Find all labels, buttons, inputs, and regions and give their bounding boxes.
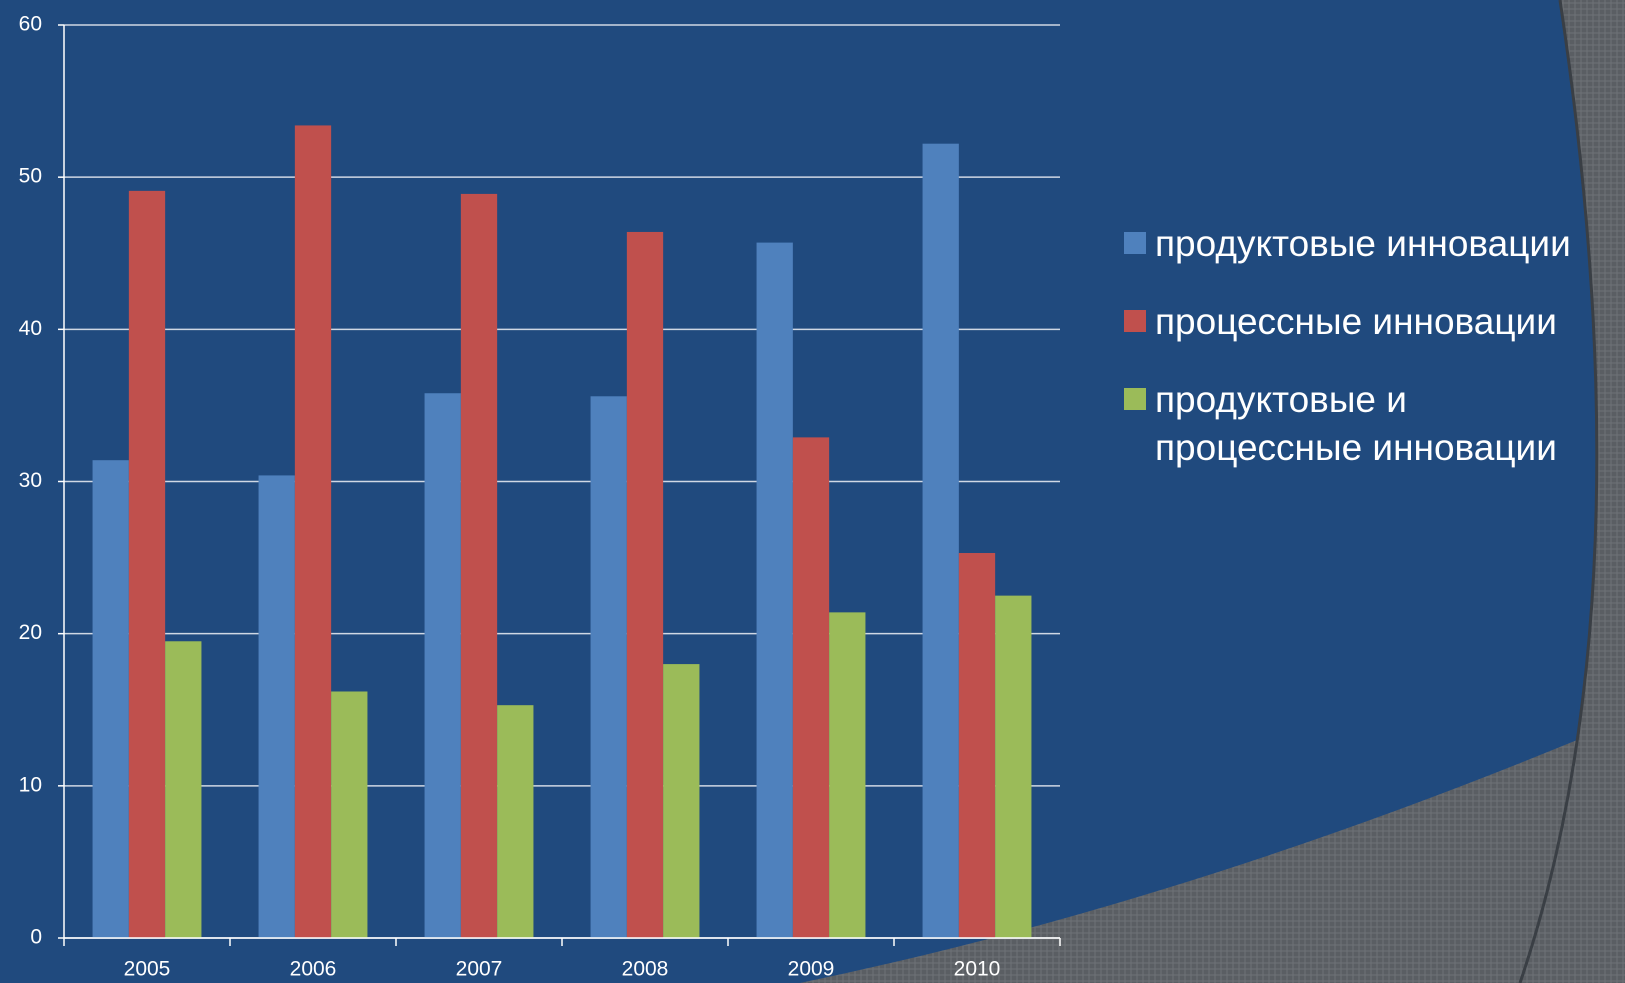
x-tick-label: 2010	[954, 958, 1001, 981]
bar	[92, 460, 129, 938]
bar	[756, 242, 793, 938]
decor-bottom	[800, 720, 1625, 983]
bar	[258, 475, 295, 938]
y-tick-label: 40	[19, 317, 42, 340]
x-tick-label: 2008	[622, 958, 669, 981]
bar	[792, 437, 830, 938]
bar	[497, 705, 534, 938]
bar	[460, 193, 498, 938]
legend-swatch	[1124, 388, 1146, 410]
y-tick-label: 30	[19, 469, 42, 492]
bar	[128, 190, 166, 938]
bar	[922, 143, 959, 938]
y-tick-label: 10	[19, 773, 42, 796]
bar	[663, 664, 700, 938]
y-tick-label: 60	[19, 13, 42, 36]
x-tick-label: 2007	[456, 958, 503, 981]
x-tick-label: 2005	[124, 958, 171, 981]
bar	[995, 595, 1032, 938]
legend-label: продуктовые и процессные инновации	[1155, 379, 1557, 468]
bar	[424, 393, 461, 938]
legend-item: продуктовые и процессные инновации	[1124, 376, 1604, 472]
x-tick-label: 2009	[788, 958, 835, 981]
legend-label: процессные инновации	[1155, 301, 1557, 342]
bar	[626, 231, 664, 939]
x-tick-label: 2006	[290, 958, 337, 981]
bar	[331, 691, 368, 938]
y-tick-label: 0	[30, 926, 42, 949]
legend-label: продуктовые инновации	[1155, 223, 1571, 264]
legend-item: продуктовые инновации	[1124, 220, 1604, 268]
bar	[829, 612, 866, 938]
legend-swatch	[1124, 310, 1146, 332]
y-tick-label: 20	[19, 621, 42, 644]
decor-arc	[1518, 0, 1599, 983]
legend-swatch	[1124, 232, 1146, 254]
bar	[958, 553, 996, 938]
bar	[165, 641, 202, 938]
y-tick-label: 50	[19, 165, 42, 188]
legend-item: процессные инновации	[1124, 298, 1604, 346]
bar	[294, 125, 332, 939]
bar	[590, 396, 627, 939]
legend: продуктовые инновации процессные инноваци…	[1124, 220, 1604, 502]
